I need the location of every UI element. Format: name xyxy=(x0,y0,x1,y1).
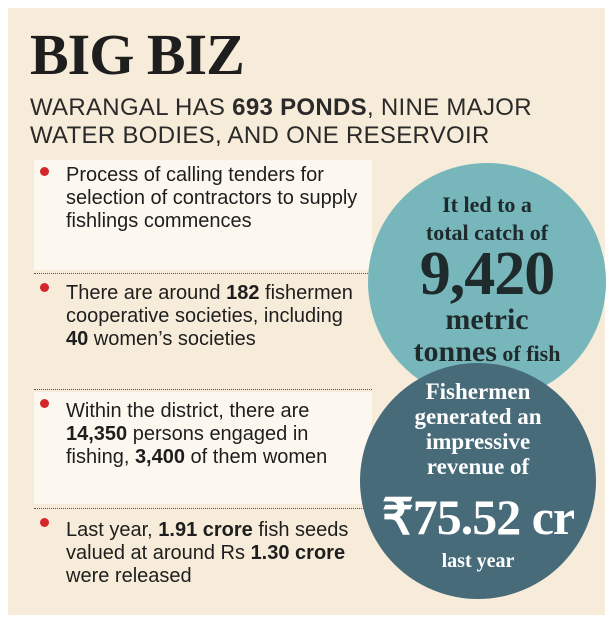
subtitle-highlight: 693 PONDS xyxy=(232,94,367,121)
revenue-intro-line: revenue of xyxy=(426,454,530,479)
page-title: BIG BIZ xyxy=(30,22,245,87)
bullet-dot-icon xyxy=(40,167,49,176)
catch-tail: tonnes of fish xyxy=(368,335,606,371)
fact-text-part: There are around xyxy=(66,282,227,304)
subtitle-text-end: , NINE MAJOR WATER BODIES, AND ONE RESER… xyxy=(30,94,532,149)
fact-item-fish-seeds: Last year, 1.91 crore fish seeds valued … xyxy=(34,511,372,601)
bullet-dot-icon xyxy=(40,518,49,527)
bullet-dot-icon xyxy=(40,399,49,408)
divider xyxy=(34,273,372,274)
subtitle-text-start: WARANGAL HAS xyxy=(30,94,233,121)
fact-text-part: of them women xyxy=(185,446,328,468)
fact-highlight-number: 182 xyxy=(226,282,260,304)
fact-highlight-number: 1.30 crore xyxy=(250,542,346,564)
fact-item-persons: Within the district, there are 14,350 pe… xyxy=(34,392,372,504)
fact-text-part: women’s societies xyxy=(88,328,256,350)
divider xyxy=(34,508,372,509)
fact-text: Process of calling tenders for selection… xyxy=(66,164,366,233)
revenue-intro-line: Fishermen xyxy=(425,379,531,404)
fact-text-part: persons engaged in fishing, xyxy=(66,423,309,468)
catch-intro-line: It led to a xyxy=(442,192,532,217)
fact-text: Within the district, there are 14,350 pe… xyxy=(66,400,366,469)
fact-text-part: fish seeds valued at around Rs xyxy=(66,519,349,564)
catch-tail-big: tonnes xyxy=(413,335,497,368)
revenue-intro-line: generated an xyxy=(414,404,542,429)
fact-text-part: fishermen cooperative societies, includi… xyxy=(66,282,353,327)
catch-stat-circle: It led to a total catch of 9,420 metric … xyxy=(368,163,606,401)
revenue-intro: Fishermen generated an impressive revenu… xyxy=(360,379,596,479)
fact-text-part: Last year, xyxy=(66,519,159,541)
catch-tail-small: of fish xyxy=(496,341,561,366)
fact-text: There are around 182 fishermen cooperati… xyxy=(66,282,366,351)
fact-highlight-number: 40 xyxy=(66,328,89,350)
fact-item-tenders: Process of calling tenders for selection… xyxy=(34,160,372,270)
infographic-card: BIG BIZ WARANGAL HAS 693 PONDS, NINE MAJ… xyxy=(8,8,606,615)
catch-intro: It led to a total catch of xyxy=(368,191,606,247)
revenue-tail: last year xyxy=(441,550,515,572)
fact-highlight-number: 14,350 xyxy=(66,423,128,445)
fact-highlight-number: 1.91 crore xyxy=(158,519,253,541)
catch-unit: metric xyxy=(445,303,529,336)
fact-text-part: Process of calling tenders for selection… xyxy=(66,164,358,232)
fact-item-cooperatives: There are around 182 fishermen cooperati… xyxy=(34,276,372,386)
fact-text-part: Within the district, there are xyxy=(66,400,310,422)
revenue-intro-line: impressive xyxy=(425,429,531,454)
catch-intro-line: total catch of xyxy=(425,220,549,245)
divider xyxy=(34,389,372,390)
revenue-stat-circle: Fishermen generated an impressive revenu… xyxy=(360,363,596,599)
bullet-dot-icon xyxy=(40,283,49,292)
fact-highlight-number: 3,400 xyxy=(134,446,185,468)
page-subtitle: WARANGAL HAS 693 PONDS, NINE MAJOR WATER… xyxy=(30,94,610,150)
catch-value: 9,420 xyxy=(419,240,556,308)
fact-text: Last year, 1.91 crore fish seeds valued … xyxy=(66,519,366,588)
revenue-value: ₹75.52 cr xyxy=(381,489,575,545)
fact-text-part: were released xyxy=(66,565,192,587)
